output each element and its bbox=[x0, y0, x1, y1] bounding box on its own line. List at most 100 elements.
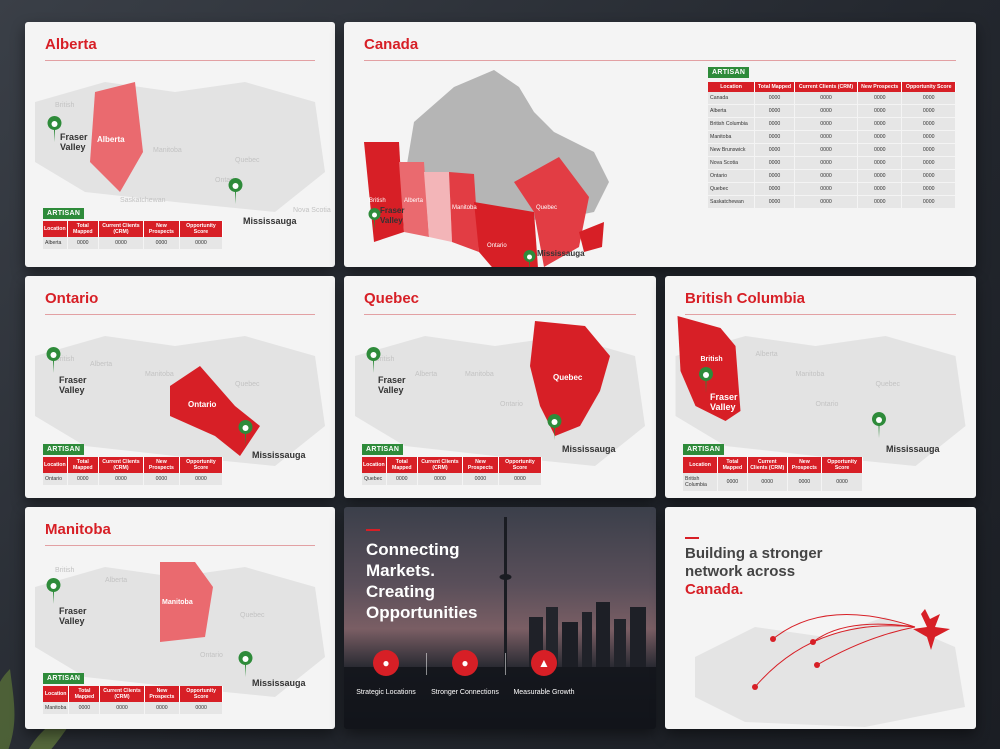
pin-icon bbox=[47, 116, 62, 142]
svg-text:Quebec: Quebec bbox=[240, 612, 265, 619]
title-divider bbox=[364, 60, 956, 61]
region-label: Manitoba bbox=[162, 599, 193, 606]
card-alberta: Alberta British Manitoba Ontario Quebec Sa… bbox=[25, 22, 335, 267]
network-headline: Building a stronger network across Canad… bbox=[685, 545, 823, 598]
svg-text:British: British bbox=[55, 356, 75, 363]
cta-item-label: Strategic Locations bbox=[356, 689, 416, 696]
maple-leaf-icon bbox=[913, 609, 950, 650]
pin-label-fraser: Fraser Valley bbox=[380, 206, 405, 225]
svg-text:Ontario: Ontario bbox=[215, 177, 238, 184]
region-highlight bbox=[160, 562, 213, 642]
data-table: Location Total Mapped Current Clients (CRM… bbox=[362, 457, 543, 486]
svg-text:Ontario: Ontario bbox=[816, 401, 839, 408]
pin-label-fraser: Fraser Valley bbox=[59, 375, 87, 395]
data-table: Location Total Mapped Current Clients (CRM… bbox=[43, 457, 224, 486]
separator bbox=[505, 653, 506, 675]
region-label: Quebec bbox=[553, 373, 583, 382]
title-divider bbox=[685, 314, 956, 315]
svg-text:Ontario: Ontario bbox=[500, 401, 523, 408]
svg-text:British: British bbox=[55, 567, 75, 574]
card-canada: Canada British Alberta Manitoba Ontario … bbox=[344, 22, 976, 267]
card-quebec: Quebec British Alberta Manitoba Ontario Qu… bbox=[344, 276, 656, 498]
region-label: British bbox=[701, 356, 723, 363]
artisan-badge: ARTISAN bbox=[43, 444, 85, 455]
svg-text:Saskatchewan: Saskatchewan bbox=[120, 197, 166, 204]
table-row: Ontario 0000 0000 0000 0000 bbox=[708, 169, 956, 183]
artisan-badge: ARTISAN bbox=[708, 67, 750, 78]
card-title: British Columbia bbox=[685, 290, 806, 307]
title-divider bbox=[45, 545, 315, 546]
region-label: Alberta bbox=[97, 135, 125, 144]
map: British Alberta Manitoba Quebec Ontario bbox=[35, 336, 325, 466]
map: Alberta Manitoba Quebec Ontario British bbox=[675, 316, 966, 466]
canada-map: British Alberta Manitoba Ontario Quebec bbox=[364, 70, 609, 267]
pin-icon bbox=[872, 412, 886, 438]
pin-label-mississauga: Mississauga bbox=[243, 216, 297, 226]
data-table: Location Total Mapped Current Clients (CRM… bbox=[43, 686, 223, 715]
artisan-badge: ARTISAN bbox=[43, 673, 85, 684]
svg-text:Manitoba: Manitoba bbox=[796, 371, 825, 378]
pin-icon bbox=[699, 367, 713, 393]
cta-item-label: Measurable Growth bbox=[513, 689, 575, 696]
svg-text:Quebec: Quebec bbox=[235, 381, 260, 388]
svg-text:British: British bbox=[369, 198, 386, 204]
svg-text:Manitoba: Manitoba bbox=[153, 147, 182, 154]
svg-text:Manitoba: Manitoba bbox=[465, 371, 494, 378]
svg-text:Ontario: Ontario bbox=[487, 243, 507, 249]
pin-icon bbox=[368, 208, 381, 230]
pin-icon bbox=[238, 420, 253, 446]
table-row: Alberta 0000 0000 0000 0000 bbox=[43, 237, 224, 250]
pin-label-fraser: Fraser Valley bbox=[710, 392, 738, 412]
cta-item-label: Stronger Connections bbox=[431, 689, 499, 696]
table-row: Quebec 0000 0000 0000 0000 bbox=[362, 473, 543, 486]
svg-text:Quebec: Quebec bbox=[235, 157, 260, 164]
pin-icon bbox=[46, 347, 61, 373]
pin-icon bbox=[228, 178, 243, 204]
table-row: Canada 0000 0000 0000 0000 bbox=[708, 92, 956, 105]
city-skyline bbox=[344, 517, 656, 729]
artisan-badge: ARTISAN bbox=[683, 444, 725, 455]
svg-text:Quebec: Quebec bbox=[536, 205, 557, 211]
svg-text:Manitoba: Manitoba bbox=[145, 371, 174, 378]
data-table: Location Total Mapped Current Clients (CRM… bbox=[708, 82, 956, 209]
map: British Alberta Manitoba Ontario Quebec bbox=[355, 321, 645, 466]
pin-label-mississauga: Mississauga bbox=[886, 444, 940, 454]
svg-text:Quebec: Quebec bbox=[876, 381, 901, 388]
svg-text:Alberta: Alberta bbox=[404, 198, 424, 204]
card-manitoba: Manitoba British Alberta Ontario Quebec Ma… bbox=[25, 507, 335, 729]
pin-label-mississauga: Mississauga bbox=[252, 678, 306, 688]
pin-icon bbox=[46, 578, 61, 604]
data-table: Location Total Mapped Current Clients (CRM… bbox=[683, 457, 863, 492]
table-row: Alberta 0000 0000 0000 0000 bbox=[708, 104, 956, 118]
card-network: Building a stronger network across Canad… bbox=[665, 507, 976, 729]
accent-line bbox=[366, 529, 380, 531]
svg-text:Nova Scotia: Nova Scotia bbox=[293, 207, 331, 214]
region-highlight bbox=[530, 321, 610, 436]
region-label: Ontario bbox=[188, 400, 217, 409]
pin-label-fraser: Fraser Valley bbox=[60, 132, 88, 152]
separator bbox=[426, 653, 427, 675]
data-table: Location Total Mapped Current Clients (CRM… bbox=[43, 221, 224, 250]
pin-label-mississauga: Mississauga bbox=[537, 249, 585, 258]
svg-text:Manitoba: Manitoba bbox=[452, 205, 477, 211]
card-title: Quebec bbox=[364, 290, 420, 307]
card-title: Canada bbox=[364, 36, 419, 53]
title-divider bbox=[364, 314, 636, 315]
table-row: New Brunswick 0000 0000 0000 0000 bbox=[708, 143, 956, 157]
people-icon: ● bbox=[452, 650, 478, 676]
artisan-badge: ARTISAN bbox=[43, 208, 85, 219]
svg-text:British: British bbox=[375, 356, 395, 363]
map: British Manitoba Ontario Quebec Saskatchew… bbox=[35, 82, 331, 214]
table-row: Quebec 0000 0000 0000 0000 bbox=[708, 182, 956, 196]
pin-label-mississauga: Mississauga bbox=[252, 450, 306, 460]
svg-text:Ontario: Ontario bbox=[200, 652, 223, 659]
card-city-cta: Connecting Markets. Creating Opportuniti… bbox=[344, 507, 656, 729]
accent-line bbox=[685, 537, 699, 539]
table-row: Nova Scotia 0000 0000 0000 0000 bbox=[708, 156, 956, 170]
svg-text:Alberta: Alberta bbox=[415, 371, 437, 378]
region-highlight bbox=[170, 366, 260, 456]
card-title: Manitoba bbox=[45, 521, 111, 538]
cta-headline: Connecting Markets. Creating Opportuniti… bbox=[366, 540, 478, 622]
title-divider bbox=[45, 60, 315, 61]
pin-label-fraser: Fraser Valley bbox=[378, 375, 406, 395]
